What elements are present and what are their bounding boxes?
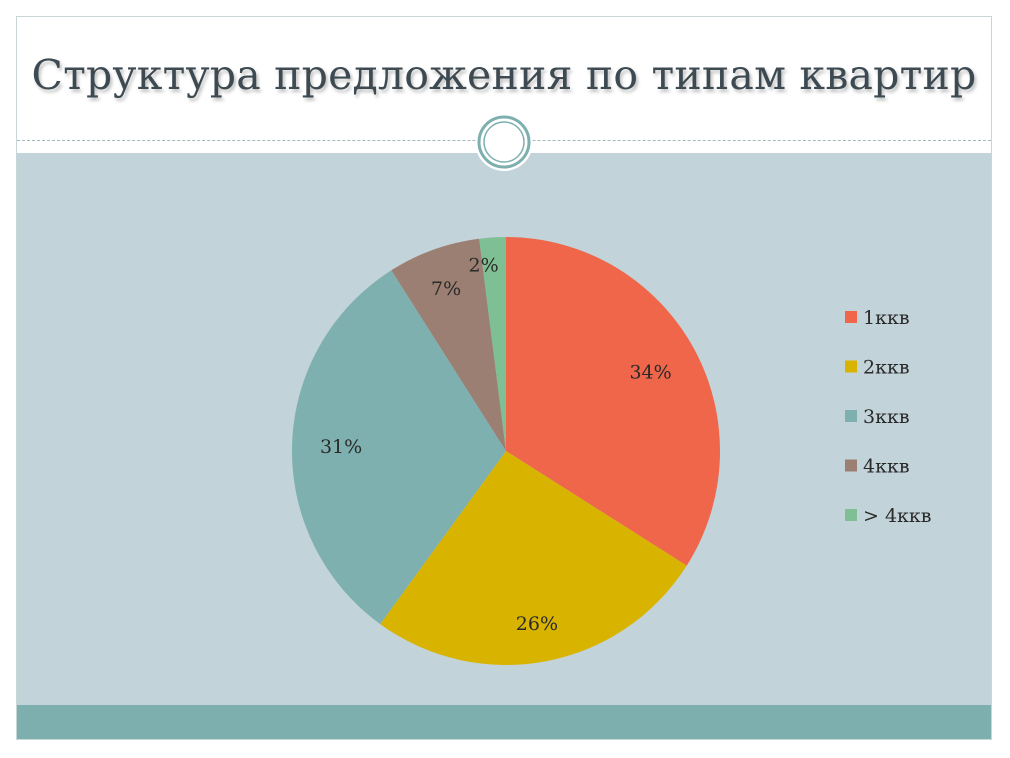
pie-slice-labels: 34% 26% 31% 7% 2% — [320, 254, 672, 635]
legend-label: 1ккв — [863, 307, 910, 329]
legend-swatch — [845, 311, 857, 323]
pie-slice-label: 31% — [320, 436, 362, 458]
pie-slice-5 — [479, 237, 506, 451]
pie-slice-3 — [291, 270, 506, 625]
legend-label: 4ккв — [863, 456, 910, 478]
legend-swatch — [845, 360, 857, 373]
pie-slice-2 — [380, 451, 687, 666]
legend-label: 2ккв — [863, 357, 910, 379]
footer-band — [17, 705, 991, 739]
ring-ornament-icon — [475, 113, 533, 171]
legend-swatch — [845, 459, 857, 472]
pie-slices — [291, 237, 721, 666]
chart-legend: 1ккв 2ккв 3ккв 4ккв > 4ккв — [845, 307, 932, 527]
pie-slice-1 — [506, 237, 721, 566]
slide-title: Структура предложения по типам квартир — [31, 51, 977, 99]
slide: Структура предложения по типам квартир 3… — [16, 16, 992, 740]
legend-swatch — [845, 509, 857, 521]
pie-slice-label: 26% — [516, 613, 558, 635]
pie-slice-4 — [391, 238, 506, 451]
pie-slice-label: 2% — [469, 254, 499, 276]
legend-swatch — [845, 410, 857, 422]
pie-slice-label: 7% — [431, 278, 461, 300]
pie-slice-label: 34% — [629, 362, 671, 384]
pie-chart: 34% 26% 31% 7% 2% 1ккв 2ккв 3ккв 4ккв > 4ккв — [291, 237, 932, 666]
legend-label: > 4ккв — [863, 505, 932, 527]
legend-label: 3ккв — [863, 406, 910, 428]
